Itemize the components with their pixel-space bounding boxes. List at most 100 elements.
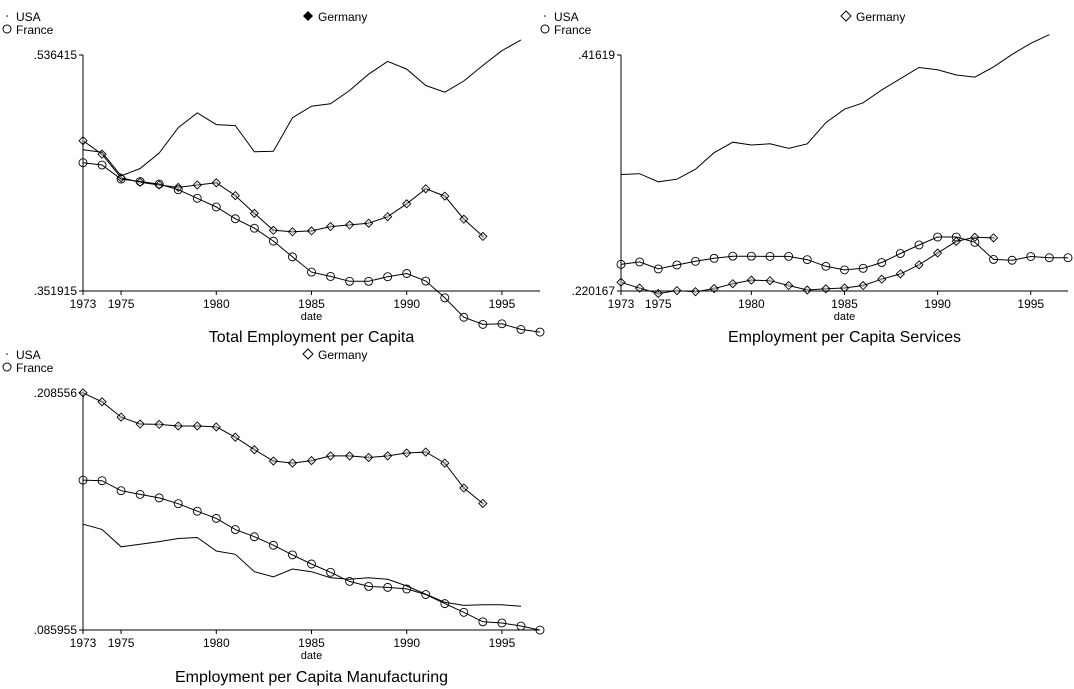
data-point-france [402, 269, 412, 278]
data-point-france [746, 251, 756, 261]
x-tick-label: 1973 [70, 297, 97, 311]
data-point-france [249, 532, 259, 542]
data-point-germany [363, 218, 374, 228]
data-point-france [933, 232, 943, 242]
data-point-germany [116, 412, 126, 422]
data-point-france [802, 255, 812, 265]
data-point-france [951, 232, 961, 242]
data-point-france [877, 258, 887, 267]
data-point-france [268, 236, 278, 246]
series-france [78, 475, 545, 635]
data-point-france [497, 618, 507, 628]
legend-france: France [554, 23, 592, 37]
data-point-germany [173, 421, 183, 431]
data-point-france [192, 506, 202, 516]
data-point-france [307, 267, 316, 277]
legend-usa: USA [554, 10, 579, 24]
data-point-germany [78, 388, 88, 398]
data-point-germany [97, 149, 107, 159]
data-point-france [535, 625, 545, 635]
chart-title: Employment per Capita Services [728, 329, 961, 346]
data-point-france [895, 249, 905, 258]
data-point-germany [383, 212, 393, 222]
data-point-france [97, 160, 107, 170]
series-germany [78, 136, 488, 242]
data-point-germany [459, 483, 469, 493]
data-point-germany [325, 451, 336, 461]
legend-germany: Germany [318, 10, 367, 24]
data-point-france [478, 617, 488, 627]
x-tick-label: 1980 [203, 297, 230, 311]
x-axis-label: date [301, 650, 322, 662]
data-point-germany [895, 269, 906, 279]
data-point-france [173, 499, 183, 509]
data-point-france [691, 256, 700, 266]
legend-france: France [16, 361, 54, 375]
data-point-germany [344, 220, 355, 230]
data-point-france [1026, 252, 1036, 261]
data-point-germany [858, 280, 868, 291]
data-point-germany [287, 227, 298, 237]
data-point-france [383, 582, 393, 592]
legend-germany: Germany [856, 10, 905, 24]
series-usa [620, 34, 1050, 183]
x-tick-label: 1975 [645, 297, 672, 311]
data-point-france [989, 254, 998, 264]
x-tick-label: 1985 [298, 636, 325, 650]
x-tick-label: 1990 [393, 636, 420, 650]
data-point-france [154, 493, 164, 503]
series-line-usa [82, 39, 522, 177]
data-point-france [268, 540, 278, 550]
data-point-france [211, 513, 221, 523]
data-point-germany [728, 279, 738, 289]
data-point-germany [839, 283, 850, 293]
data-point-germany [821, 284, 831, 294]
legend-germany-marker [840, 10, 852, 22]
data-point-germany [192, 421, 202, 431]
data-point-france [288, 252, 297, 262]
data-point-germany [268, 225, 279, 235]
data-point-germany [932, 248, 943, 258]
legend-usa: USA [16, 348, 41, 362]
data-point-france [97, 476, 107, 486]
data-point-germany [230, 432, 240, 442]
data-point-france [249, 223, 259, 233]
data-point-france [535, 327, 545, 337]
x-tick-label: 1990 [924, 297, 951, 311]
data-point-germany [653, 288, 663, 299]
x-tick-label: 1980 [203, 636, 230, 650]
data-point-france [116, 174, 126, 184]
data-point-germany [135, 419, 145, 429]
chart-panel-3: .085955 .208556 1973 1975 1980 1985 1990 1995 da… [2, 348, 545, 686]
data-point-germany [877, 274, 887, 284]
chart-panel-1: .351915 .536415 1973 1975 1980 1985 1990 1995 da… [2, 10, 545, 346]
data-point-france [1044, 253, 1054, 263]
series-line-germany [82, 140, 484, 237]
legend-usa-marker [544, 15, 546, 17]
legend-france-marker [2, 24, 12, 34]
data-point-germany [765, 276, 775, 286]
data-point-france [345, 276, 355, 286]
chart-panel-2: .220167 .41619 1973 1975 1980 1985 1990 1995 dat… [540, 10, 1073, 346]
data-point-germany [306, 455, 317, 466]
data-point-germany [914, 260, 924, 270]
data-point-france [288, 550, 297, 560]
data-point-germany [116, 173, 126, 183]
data-point-france [459, 312, 469, 322]
chart-title: Employment per Capita Manufacturing [175, 669, 448, 686]
series-line-usa [82, 523, 522, 607]
y-tick-label: .351915 [34, 284, 78, 298]
data-point-germany [421, 184, 431, 194]
data-point-germany [634, 283, 645, 293]
data-point-germany [402, 448, 412, 458]
x-axis-label: date [301, 311, 322, 323]
legend-germany-marker [302, 348, 314, 360]
data-point-france [307, 559, 316, 569]
x-tick-label: 1985 [298, 297, 325, 311]
series-usa [82, 523, 522, 607]
series-france [616, 232, 1073, 275]
legend-usa-marker [6, 353, 8, 355]
data-point-germany [440, 458, 450, 468]
data-point-germany [154, 419, 164, 430]
